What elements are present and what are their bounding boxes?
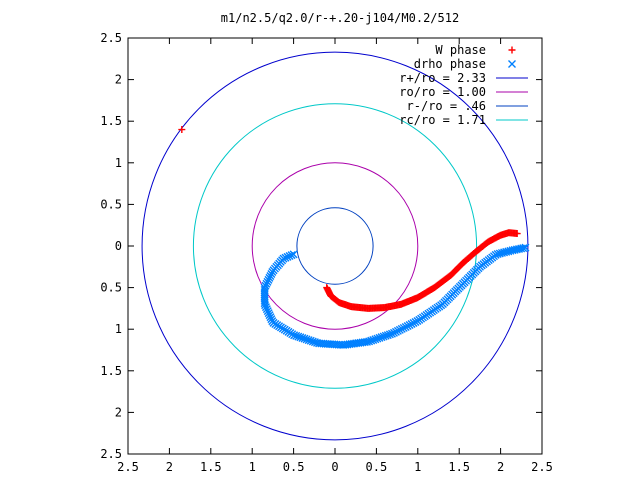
y-tick-label: 1.5 <box>100 364 122 378</box>
y-tick-label: 1 <box>115 322 122 336</box>
legend-label: rc/ro = 1.71 <box>399 113 486 127</box>
w-phase-series <box>178 126 521 312</box>
x-tick-label: 1 <box>249 460 256 474</box>
x-tick-label: 0.5 <box>366 460 388 474</box>
reference-circle <box>192 103 478 389</box>
x-tick-label: 2 <box>166 460 173 474</box>
legend-label: r-/ro = .46 <box>407 99 486 113</box>
y-tick-label: 1 <box>115 156 122 170</box>
data-point <box>261 301 270 310</box>
reference-circle <box>296 207 374 285</box>
axis-ticks: 2.5 2 1.5 1 0.5 0 0.5 1 1.5 2 2.52.521.510.500.511… <box>100 31 553 474</box>
x-tick-label: 1.5 <box>448 460 470 474</box>
y-tick-label: 2 <box>115 73 122 87</box>
reference-circle <box>251 162 419 330</box>
y-tick-label: 2.5 <box>100 31 122 45</box>
x-tick-label: 2.5 <box>531 460 553 474</box>
data-point <box>508 60 516 68</box>
data-point <box>263 307 272 316</box>
x-tick-label: 2.5 <box>117 460 139 474</box>
y-tick-label: 0 <box>115 239 122 253</box>
data-point <box>265 311 274 320</box>
legend-label: ro/ro = 1.00 <box>399 85 486 99</box>
data-point <box>264 309 273 318</box>
x-tick-label: 0.5 <box>283 460 305 474</box>
x-tick-label: 0 <box>331 460 338 474</box>
x-tick-label: 1.5 <box>200 460 222 474</box>
y-tick-label: 2.5 <box>100 447 122 461</box>
data-point <box>266 313 275 322</box>
y-tick-label: 0.5 <box>100 197 122 211</box>
data-point <box>508 46 516 54</box>
data-point <box>287 251 296 260</box>
legend-label: r+/ro = 2.33 <box>399 71 486 85</box>
data-point <box>289 250 298 259</box>
data-point <box>261 303 270 312</box>
data-point <box>178 126 186 134</box>
drho-phase-series <box>260 243 530 349</box>
y-tick-label: 2 <box>115 405 122 419</box>
legend-label: drho phase <box>414 57 486 71</box>
data-point <box>285 252 294 261</box>
data-point <box>387 329 396 338</box>
x-tick-label: 1 <box>414 460 421 474</box>
chart-title: m1/n2.5/q2.0/r-+.20-j104/M0.2/512 <box>221 11 459 25</box>
data-point <box>521 243 530 252</box>
y-tick-label: 0.5 <box>100 281 122 295</box>
y-tick-label: 1.5 <box>100 114 122 128</box>
legend-label: W phase <box>435 43 486 57</box>
data-point <box>283 252 292 261</box>
data-point <box>513 230 521 238</box>
data-point <box>262 305 271 314</box>
x-tick-label: 2 <box>497 460 504 474</box>
data-point <box>519 244 528 253</box>
